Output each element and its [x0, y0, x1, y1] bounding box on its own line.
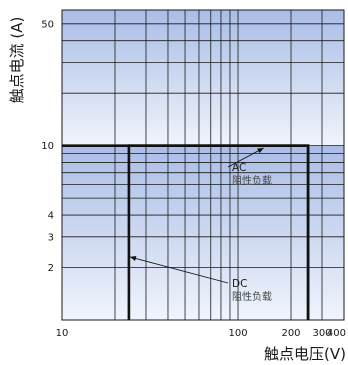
series-lines [62, 144, 310, 320]
y-tick-label: 2 [48, 263, 54, 274]
annotation-title: AC [232, 162, 246, 174]
y-tick-label: 3 [48, 232, 54, 243]
grid-lines [62, 10, 344, 320]
background-band [62, 10, 344, 146]
x-tick-label: 10 [56, 328, 69, 339]
x-tick-label: 200 [281, 328, 300, 339]
x-tick-label: 400 [327, 328, 346, 339]
annotation-leader-line [129, 256, 229, 284]
y-tick-label: 10 [41, 141, 54, 152]
x-axis-title: 触点电压(V) [264, 345, 346, 363]
annotation-subtitle: 阻性负载 [232, 290, 272, 303]
plot-frame [61, 9, 345, 321]
series-line-dc [127, 144, 310, 320]
background-band [62, 145, 344, 320]
y-axis-title: 触点电流 (A) [8, 17, 26, 104]
annotation-subtitle: 阻性负载 [232, 174, 272, 187]
annotation-title: DC [232, 278, 247, 290]
annotation-arrowhead [129, 255, 137, 261]
annotation-leader-line [227, 147, 264, 168]
plot-background-bands [62, 10, 344, 320]
x-tick-label: 100 [228, 328, 247, 339]
x-tick-label: 300 [312, 328, 331, 339]
y-tick-label: 50 [41, 19, 54, 30]
y-tick-label: 4 [48, 211, 54, 222]
annotation-arrowhead [257, 147, 264, 154]
